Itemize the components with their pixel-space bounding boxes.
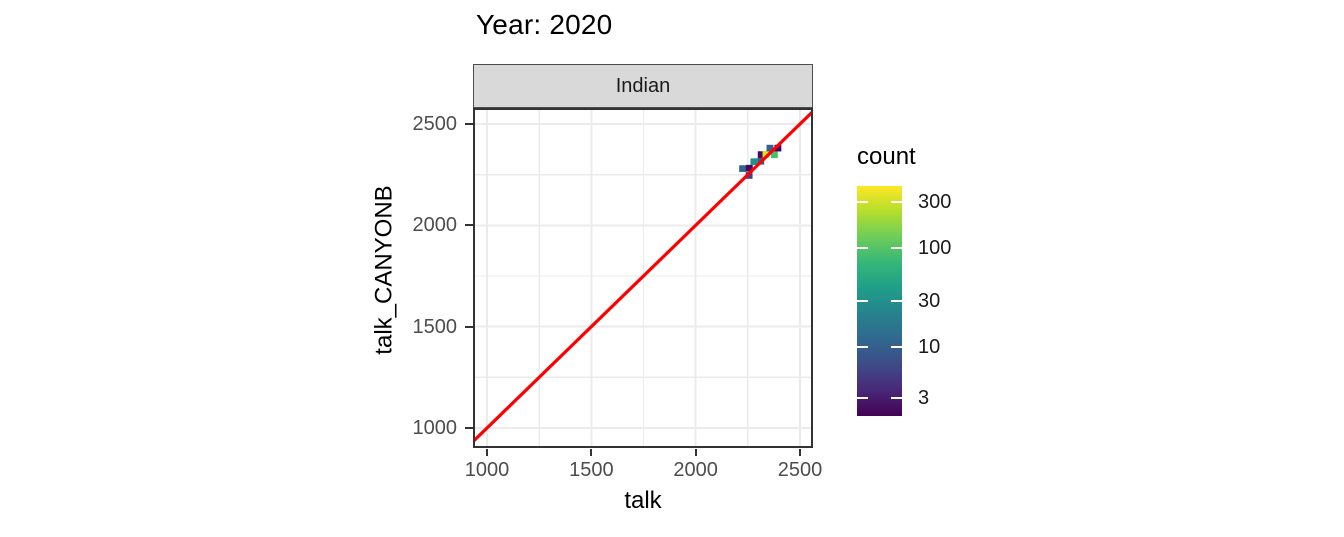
y-axis-tick-label: 1000 [412, 417, 458, 439]
x-axis-tick [590, 449, 593, 456]
y-axis-title-wrap: talk_CANYONB [371, 100, 399, 440]
legend-break-label: 100 [918, 237, 952, 259]
colorbar-tick-left [857, 247, 868, 249]
bin2d-tile [766, 144, 774, 152]
legend-break-label: 300 [918, 191, 952, 213]
plot-title: Year: 2020 [476, 9, 613, 40]
colorbar-tick-right [891, 396, 902, 399]
colorbar-tick-right [891, 247, 902, 249]
x-axis-tick-label: 2000 [673, 459, 718, 481]
y-axis-tick [465, 123, 473, 125]
facet-label: Indian [615, 74, 671, 97]
y-axis-tick [465, 224, 473, 227]
colorbar-tick-right [891, 300, 902, 302]
x-axis-title: talk [624, 487, 662, 514]
bin2d-tile [762, 151, 770, 158]
legend-break-label: 10 [918, 336, 941, 358]
x-axis-tick-label: 1500 [569, 459, 614, 481]
y-axis-tick-label: 1500 [412, 315, 458, 338]
bin2d-tile [750, 158, 758, 166]
facet-strip: Indian [473, 64, 813, 108]
bin2d-tile [739, 165, 747, 172]
legend-break-label: 3 [918, 386, 930, 409]
y-axis-tick-label: 2000 [412, 214, 458, 237]
bin2d-tile [745, 164, 753, 172]
panel-graphics [473, 108, 813, 448]
y-axis-title: talk_CANYONB [371, 185, 399, 355]
panel-border [473, 108, 813, 448]
y-axis-tick-label: 2500 [412, 113, 458, 135]
bin2d-tile [770, 151, 778, 159]
colorbar-tick-left [857, 396, 868, 399]
colorbar-tick-left [857, 346, 868, 348]
identity-line [473, 109, 813, 444]
x-axis-tick [799, 449, 801, 456]
x-axis-tick-label: 2500 [777, 459, 823, 481]
bin2d-tile [774, 144, 782, 152]
y-axis-tick [465, 325, 473, 328]
plot-panel [473, 108, 813, 448]
colorbar-tick-right [891, 346, 902, 348]
colorbar-tick-left [857, 300, 868, 302]
x-axis-tick-label: 1000 [464, 459, 510, 481]
colorbar-tick-left [857, 201, 868, 203]
colorbar-tick-right [891, 201, 902, 203]
y-axis-tick [465, 427, 473, 429]
legend-title: count [857, 143, 916, 170]
legend-break-label: 30 [918, 290, 941, 312]
x-axis-tick [694, 449, 697, 456]
x-axis-tick [486, 449, 488, 456]
bin2d-tile [757, 151, 765, 158]
